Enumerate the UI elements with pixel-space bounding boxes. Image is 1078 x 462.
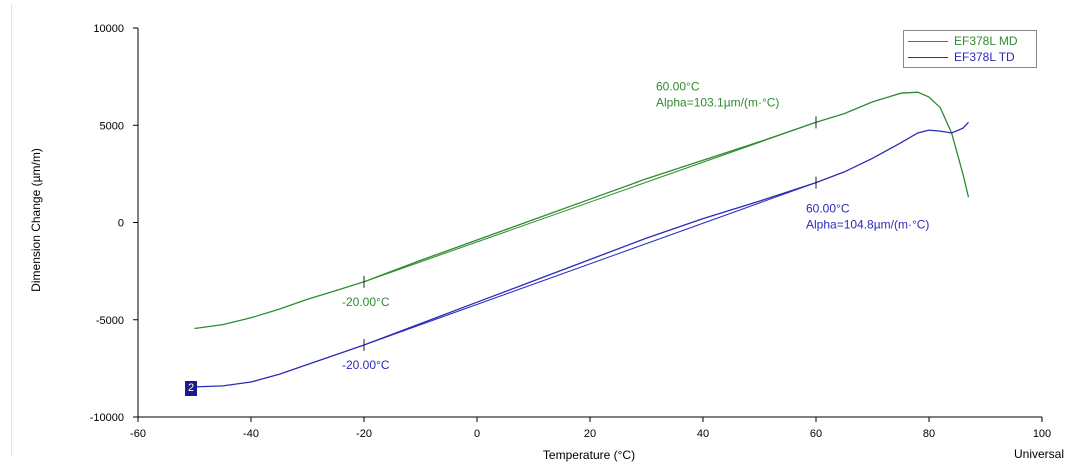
annotation-label: Alpha=104.8µm/(m·°C) [806, 218, 929, 232]
x-tick-label: -40 [243, 428, 259, 440]
x-tick-label: 80 [923, 428, 935, 440]
legend-item-td: EF378L TD [908, 49, 1015, 65]
annotation-label: Alpha=103.1µm/(m·°C) [656, 95, 779, 109]
annotation-label: -20.00°C [342, 295, 390, 309]
x-tick-label: 0 [474, 428, 480, 440]
x-tick-label: 60 [810, 428, 822, 440]
y-tick-label: 10000 [93, 23, 124, 35]
legend: EF378L MD EF378L TD [903, 30, 1037, 68]
series-layer [194, 91, 970, 388]
annotation-label: -20.00°C [342, 358, 390, 372]
universal-label: Universal [1014, 447, 1065, 461]
x-axis-title: Temperature (°C) [543, 448, 635, 462]
y-tick-label: 5000 [100, 120, 124, 132]
annotation-layer: 60.00°C Alpha=103.1µm/(m·°C) -20.00°C 60.00… [342, 79, 929, 372]
axes: -60 -40 -20 0 20 40 60 80 100 10000 5000 0 -5000 -100… [90, 23, 1051, 440]
annotation-label: 60.00°C [806, 202, 850, 216]
annotation-label: 60.00°C [656, 79, 700, 93]
y-tick-label: -5000 [96, 315, 124, 327]
legend-item-md: EF378L MD [908, 33, 1018, 49]
legend-label-td: EF378L TD [954, 50, 1015, 64]
legend-swatch-td [908, 56, 948, 58]
y-tick-label: 0 [118, 218, 124, 230]
y-axis-title: Dimension Change (µm/m) [29, 148, 43, 292]
alpha-fit-line-0 [363, 121, 817, 283]
alpha-fit-line-1 [363, 182, 817, 346]
series-line-1 [194, 121, 969, 388]
legend-label-md: EF378L MD [954, 34, 1018, 48]
x-tick-label: 20 [584, 428, 596, 440]
curve-marker-badge[interactable]: 2 [185, 381, 197, 396]
x-tick-label: 100 [1033, 428, 1051, 440]
y-tick-label: -10000 [90, 412, 124, 424]
panel-edge [11, 4, 12, 456]
series-line-0 [194, 91, 970, 330]
x-tick-label: -60 [130, 428, 146, 440]
legend-swatch-md [908, 40, 948, 42]
x-tick-label: -20 [356, 428, 372, 440]
x-tick-label: 40 [697, 428, 709, 440]
